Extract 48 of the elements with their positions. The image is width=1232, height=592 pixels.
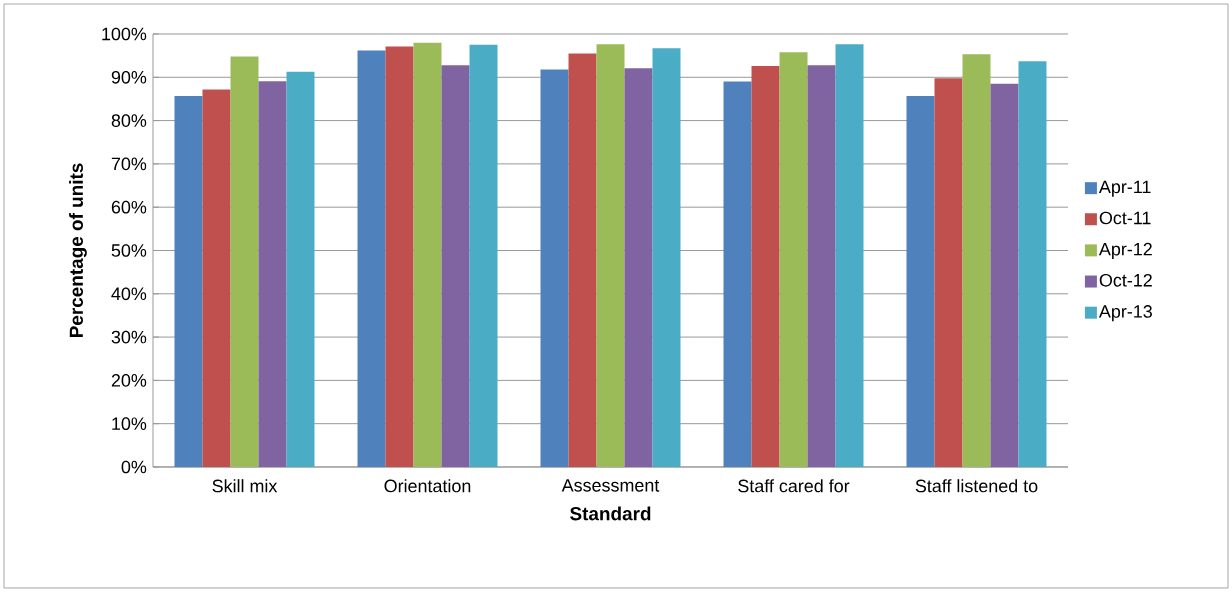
bar <box>962 54 991 467</box>
x-tick-label: Staff listened to <box>915 479 1038 493</box>
y-tick-label: 40% <box>111 287 147 301</box>
bar <box>624 68 653 467</box>
y-tick-label: 10% <box>112 417 147 431</box>
x-tick-label: Staff cared for <box>738 479 850 493</box>
y-tick-label: 60% <box>111 200 147 214</box>
bar <box>779 52 808 467</box>
bar <box>990 83 1019 467</box>
bar <box>357 50 386 467</box>
x-tick-label: Skill mix <box>212 479 278 493</box>
bar <box>568 53 597 467</box>
legend-label: Apr-11 <box>1098 180 1151 197</box>
bar <box>385 46 414 467</box>
bar <box>174 95 203 467</box>
y-tick-label: 100% <box>102 27 147 41</box>
y-axis-title: Percentage of units <box>69 163 87 338</box>
x-tick-label: Assessment <box>561 479 660 492</box>
bar <box>202 89 231 467</box>
bar <box>230 56 259 467</box>
y-tick-label: 90% <box>111 70 147 84</box>
y-tick-label: 70% <box>111 157 147 171</box>
bar <box>835 44 864 467</box>
y-tick-label: 0% <box>121 460 147 474</box>
bar <box>934 78 963 467</box>
bar <box>258 81 287 467</box>
bar <box>723 81 752 467</box>
bar <box>1018 61 1047 467</box>
bar <box>596 44 625 467</box>
bar <box>469 44 498 467</box>
x-axis-title: Standard <box>570 506 651 521</box>
legend-label: Oct-11 <box>1099 211 1151 225</box>
bar <box>751 66 780 467</box>
bar <box>906 95 935 467</box>
legend-label: Oct-12 <box>1099 273 1152 287</box>
y-tick-label: 50% <box>111 244 147 257</box>
bar <box>652 48 681 467</box>
legend-label: Apr-13 <box>1098 305 1152 322</box>
y-tick-label: 80% <box>111 114 147 127</box>
bar <box>807 65 836 467</box>
bar <box>286 71 315 467</box>
x-tick-label: Orientation <box>384 479 471 493</box>
y-tick-label: 30% <box>111 330 147 344</box>
bar <box>540 69 569 467</box>
bar <box>413 42 442 467</box>
bar <box>441 65 470 467</box>
legend-label: Apr-12 <box>1098 242 1152 260</box>
y-tick-label: 20% <box>111 374 147 387</box>
